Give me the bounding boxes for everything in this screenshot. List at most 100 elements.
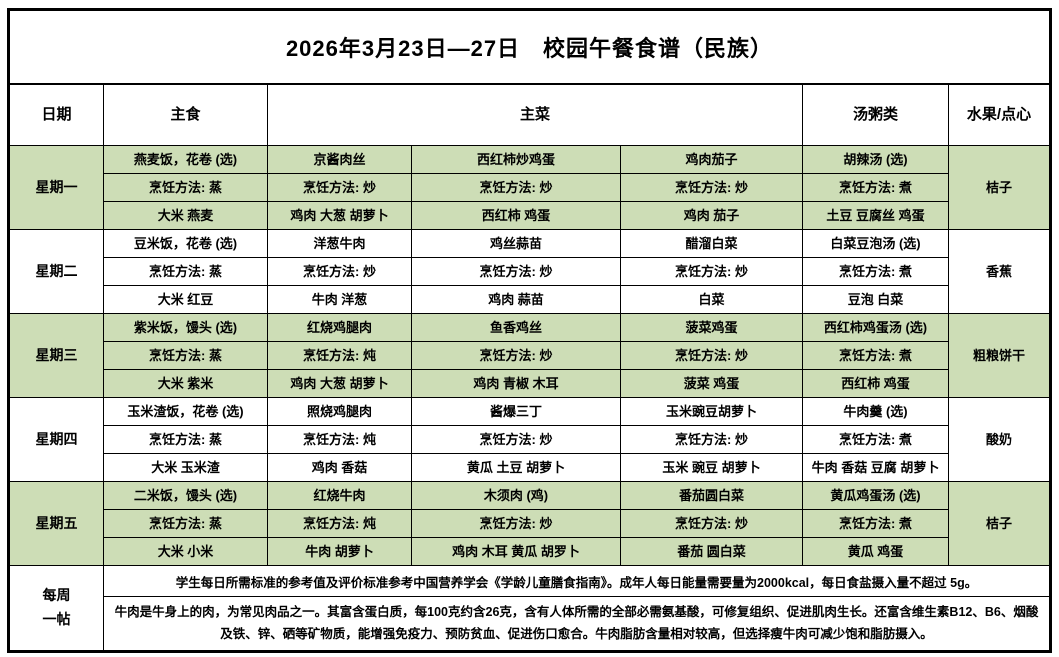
cooking-method-cell: 烹饪方法: 炖 (268, 510, 412, 538)
fruit-dessert-cell: 桔子 (949, 482, 1049, 566)
day-row-5: 星期五 二米饭，馒头 (选) 烹饪方法: 蒸大米 小米 红烧牛肉 烹饪方法: 炖牛肉 胡… (10, 482, 1049, 566)
ingredients-cell: 鸡肉 青椒 木耳 (412, 370, 621, 398)
day-name: 星期一 (10, 146, 104, 230)
day-name: 星期五 (10, 482, 104, 566)
fruit-dessert-cell: 桔子 (949, 146, 1049, 230)
ingredients-cell: 鸡肉 木耳 黄瓜 胡罗卜 (412, 538, 621, 566)
header-staple: 主食 (104, 85, 268, 146)
cooking-method-cell: 烹饪方法: 炒 (412, 342, 621, 370)
day-name: 星期四 (10, 398, 104, 482)
dish-name-cell: 菠菜鸡蛋 (621, 314, 803, 342)
ingredients-cell: 鸡肉 大葱 胡萝卜 (268, 370, 412, 398)
ingredients-cell: 西红柿 鸡蛋 (412, 202, 621, 230)
ingredients-cell: 玉米 豌豆 胡萝卜 (621, 454, 803, 482)
dish-name-cell: 豆米饭，花卷 (选) (104, 230, 268, 258)
dish-name-cell: 西红柿鸡蛋汤 (选) (803, 314, 949, 342)
cooking-method-cell: 烹饪方法: 煮 (803, 426, 949, 454)
cooking-method-cell: 烹饪方法: 炒 (412, 258, 621, 286)
fruit-dessert-cell: 酸奶 (949, 398, 1049, 482)
cooking-method-cell: 烹饪方法: 炒 (621, 258, 803, 286)
day-row-2: 星期二 豆米饭，花卷 (选) 烹饪方法: 蒸大米 红豆 洋葱牛肉 烹饪方法: 炒牛肉 洋… (10, 230, 1049, 314)
ingredients-cell: 白菜 (621, 286, 803, 314)
weekly-note-section: 每周 一帖 学生每日所需标准的参考值及评价标准参考中国营养学会《学龄儿童膳食指南… (10, 566, 1049, 650)
ingredients-cell: 大米 紫米 (104, 370, 268, 398)
table-header-row: 日期 主食 主菜 汤粥类 水果/点心 (10, 85, 1049, 146)
ingredients-cell: 牛肉 胡萝卜 (268, 538, 412, 566)
ingredients-cell: 大米 红豆 (104, 286, 268, 314)
dish-name-cell: 白菜豆泡汤 (选) (803, 230, 949, 258)
cooking-method-cell: 烹饪方法: 炒 (268, 174, 412, 202)
cooking-method-cell: 烹饪方法: 蒸 (104, 174, 268, 202)
cooking-method-cell: 烹饪方法: 炖 (268, 426, 412, 454)
ingredients-cell: 牛肉 洋葱 (268, 286, 412, 314)
dish-name-cell: 黄瓜鸡蛋汤 (选) (803, 482, 949, 510)
header-main-dishes: 主菜 (268, 85, 803, 146)
dish-name-cell: 醋溜白菜 (621, 230, 803, 258)
header-soup: 汤粥类 (803, 85, 949, 146)
day-row-1: 星期一 燕麦饭，花卷 (选) 烹饪方法: 蒸大米 燕麦 京酱肉丝 烹饪方法: 炒鸡肉 大… (10, 146, 1049, 230)
nutrition-reference-note: 学生每日所需标准的参考值及评价标准参考中国营养学会《学龄儿童膳食指南》。成年人每… (104, 566, 1049, 597)
cooking-method-cell: 烹饪方法: 炒 (412, 426, 621, 454)
ingredients-cell: 西红柿 鸡蛋 (803, 370, 949, 398)
cooking-method-cell: 烹饪方法: 炒 (412, 510, 621, 538)
cooking-method-cell: 烹饪方法: 蒸 (104, 510, 268, 538)
dish-name-cell: 胡辣汤 (选) (803, 146, 949, 174)
day-name: 星期三 (10, 314, 104, 398)
ingredients-cell: 牛肉 香菇 豆腐 胡萝卜 (803, 454, 949, 482)
ingredients-cell: 鸡肉 蒜苗 (412, 286, 621, 314)
cooking-method-cell: 烹饪方法: 蒸 (104, 426, 268, 454)
cooking-method-cell: 烹饪方法: 炒 (621, 426, 803, 454)
cooking-method-cell: 烹饪方法: 煮 (803, 510, 949, 538)
header-fruit: 水果/点心 (949, 85, 1049, 146)
cooking-method-cell: 烹饪方法: 炒 (621, 342, 803, 370)
page-title: 2026年3月23日—27日 校园午餐食谱（民族） (10, 11, 1049, 85)
ingredients-cell: 大米 玉米渣 (104, 454, 268, 482)
dish-name-cell: 牛肉羹 (选) (803, 398, 949, 426)
day-name: 星期二 (10, 230, 104, 314)
dish-name-cell: 木须肉 (鸡) (412, 482, 621, 510)
dish-name-cell: 燕麦饭，花卷 (选) (104, 146, 268, 174)
dish-name-cell: 番茄圆白菜 (621, 482, 803, 510)
cooking-method-cell: 烹饪方法: 炒 (621, 510, 803, 538)
dish-name-cell: 玉米渣饭，花卷 (选) (104, 398, 268, 426)
cooking-method-cell: 烹饪方法: 蒸 (104, 258, 268, 286)
dish-name-cell: 西红柿炒鸡蛋 (412, 146, 621, 174)
dish-name-cell: 鸡肉茄子 (621, 146, 803, 174)
ingredients-cell: 豆泡 白菜 (803, 286, 949, 314)
fruit-dessert-cell: 香蕉 (949, 230, 1049, 314)
ingredients-cell: 鸡肉 茄子 (621, 202, 803, 230)
dish-name-cell: 紫米饭，馒头 (选) (104, 314, 268, 342)
ingredients-cell: 大米 小米 (104, 538, 268, 566)
beef-knowledge-note: 牛肉是牛身上的肉，为常见肉品之一。其富含蛋白质，每100克约含26克，含有人体所… (114, 604, 1039, 641)
cooking-method-cell: 烹饪方法: 炒 (268, 258, 412, 286)
cooking-method-cell: 烹饪方法: 煮 (803, 174, 949, 202)
dish-name-cell: 红烧鸡腿肉 (268, 314, 412, 342)
weekly-note-label-line2: 一帖 (42, 611, 71, 627)
cooking-method-cell: 烹饪方法: 煮 (803, 342, 949, 370)
dish-name-cell: 玉米豌豆胡萝卜 (621, 398, 803, 426)
dish-name-cell: 洋葱牛肉 (268, 230, 412, 258)
weekly-note-label: 每周 一帖 (10, 566, 104, 650)
day-row-3: 星期三 紫米饭，馒头 (选) 烹饪方法: 蒸大米 紫米 红烧鸡腿肉 烹饪方法: 炖鸡肉 … (10, 314, 1049, 398)
ingredients-cell: 黄瓜 鸡蛋 (803, 538, 949, 566)
cooking-method-cell: 烹饪方法: 蒸 (104, 342, 268, 370)
ingredients-cell: 黄瓜 土豆 胡萝卜 (412, 454, 621, 482)
dish-name-cell: 鸡丝蒜苗 (412, 230, 621, 258)
dish-name-cell: 鱼香鸡丝 (412, 314, 621, 342)
ingredients-cell: 大米 燕麦 (104, 202, 268, 230)
dish-name-cell: 红烧牛肉 (268, 482, 412, 510)
cooking-method-cell: 烹饪方法: 炖 (268, 342, 412, 370)
fruit-dessert-cell: 粗粮饼干 (949, 314, 1049, 398)
ingredients-cell: 鸡肉 香菇 (268, 454, 412, 482)
dish-name-cell: 酱爆三丁 (412, 398, 621, 426)
ingredients-cell: 鸡肉 大葱 胡萝卜 (268, 202, 412, 230)
cooking-method-cell: 烹饪方法: 炒 (621, 174, 803, 202)
ingredients-cell: 菠菜 鸡蛋 (621, 370, 803, 398)
ingredients-cell: 番茄 圆白菜 (621, 538, 803, 566)
menu-body: 星期一 燕麦饭，花卷 (选) 烹饪方法: 蒸大米 燕麦 京酱肉丝 烹饪方法: 炒鸡肉 大… (10, 146, 1049, 566)
weekly-note-label-line1: 每周 (42, 587, 71, 604)
dish-name-cell: 京酱肉丝 (268, 146, 412, 174)
ingredients-cell: 土豆 豆腐丝 鸡蛋 (803, 202, 949, 230)
day-row-4: 星期四 玉米渣饭，花卷 (选) 烹饪方法: 蒸大米 玉米渣 照烧鸡腿肉 烹饪方法: 炖鸡… (10, 398, 1049, 482)
lunch-menu-table: 2026年3月23日—27日 校园午餐食谱（民族） 日期 主食 主菜 汤粥类 水… (7, 8, 1052, 653)
